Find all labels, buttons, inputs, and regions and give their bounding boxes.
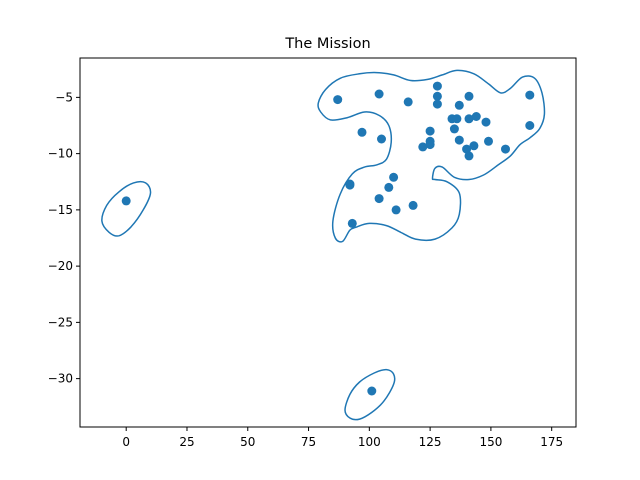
y-tick-label: −25 xyxy=(48,315,73,329)
chart-title: The Mission xyxy=(284,36,370,52)
y-tick-label: −5 xyxy=(55,90,73,104)
y-axis: −5 −10 −15 −20 −25 −30 xyxy=(48,90,80,386)
data-point-0 xyxy=(121,196,131,206)
data-point-5 xyxy=(357,127,367,137)
x-tick-label: 0 xyxy=(122,435,130,449)
data-point-29 xyxy=(464,114,474,124)
x-tick-label: 125 xyxy=(419,435,442,449)
x-tick-label: 100 xyxy=(358,435,381,449)
data-point-36 xyxy=(525,90,535,100)
data-point-20 xyxy=(432,91,442,101)
density-contours xyxy=(101,69,546,421)
data-point-9 xyxy=(377,134,386,144)
contour-line-0 xyxy=(101,180,152,237)
data-point-32 xyxy=(471,112,481,121)
data-point-16 xyxy=(425,126,435,136)
data-point-31 xyxy=(469,141,479,151)
x-tick-label: 150 xyxy=(479,435,502,449)
y-tick-label: −15 xyxy=(48,203,73,217)
x-axis: 0 25 50 75 100 125 150 175 xyxy=(122,427,563,449)
data-point-34 xyxy=(484,136,493,146)
data-points xyxy=(121,81,535,396)
data-point-1 xyxy=(333,95,343,105)
y-tick-label: −30 xyxy=(48,372,73,386)
data-point-7 xyxy=(374,89,384,99)
plot-frame xyxy=(79,57,577,428)
contour-line-1 xyxy=(344,368,396,421)
x-tick-label: 175 xyxy=(540,435,563,449)
data-point-11 xyxy=(389,172,399,182)
data-point-3 xyxy=(345,180,355,190)
data-point-23 xyxy=(449,124,459,134)
y-tick-label: −10 xyxy=(48,147,73,161)
data-point-33 xyxy=(481,117,491,127)
data-point-37 xyxy=(525,121,535,130)
data-point-28 xyxy=(464,91,474,101)
data-point-14 xyxy=(408,200,418,210)
data-point-15 xyxy=(418,142,428,152)
data-point-21 xyxy=(432,99,442,109)
contour-line-2 xyxy=(317,69,546,243)
y-tick-label: −20 xyxy=(48,259,73,273)
data-point-8 xyxy=(374,194,384,204)
data-point-30 xyxy=(464,151,474,161)
data-point-25 xyxy=(454,100,464,110)
data-point-10 xyxy=(384,182,394,192)
data-point-26 xyxy=(454,135,464,145)
x-tick-label: 75 xyxy=(301,435,316,449)
data-point-4 xyxy=(347,218,357,228)
data-point-12 xyxy=(391,205,401,215)
x-tick-label: 50 xyxy=(240,435,255,449)
data-point-35 xyxy=(501,144,510,154)
data-point-27 xyxy=(462,144,472,154)
x-tick-label: 25 xyxy=(179,435,194,449)
data-point-18 xyxy=(425,140,435,150)
data-point-6 xyxy=(367,386,377,396)
data-point-13 xyxy=(403,97,413,107)
data-point-24 xyxy=(452,114,462,124)
data-point-19 xyxy=(432,81,442,91)
